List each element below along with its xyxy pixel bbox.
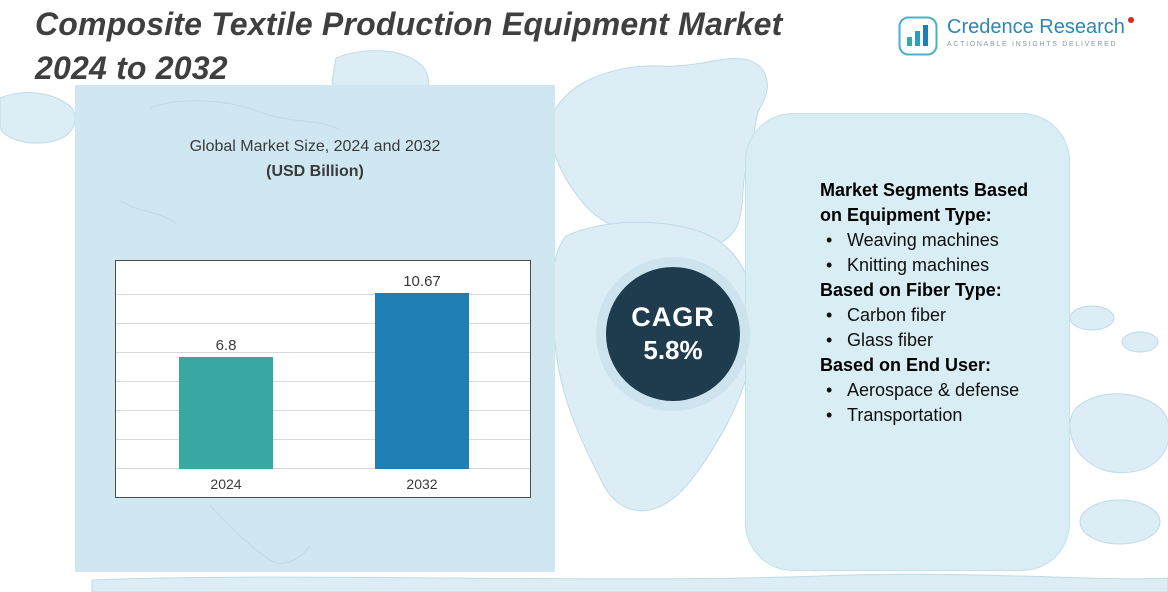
logo-name-text: Credence Research [947, 16, 1125, 38]
map-island-2 [1121, 331, 1159, 353]
bar-chart-logo-icon [898, 16, 938, 56]
segment-section-equipment: Market Segments Based on Equipment Type:… [820, 178, 1035, 278]
bar-chart: 6.8 10.67 2024 2032 [115, 260, 531, 498]
page-title: Composite Textile Production Equipment M… [35, 2, 935, 90]
bar-value-2032: 10.67 [403, 273, 441, 290]
segment-list: Weaving machines Knitting machines [820, 228, 1035, 278]
bar-group-2024: 6.8 [179, 337, 273, 469]
segment-item: Transportation [820, 403, 1035, 428]
logo-text: Credence Research Actionable Insights De… [947, 16, 1134, 48]
bar-value-2024: 6.8 [215, 337, 237, 354]
segment-item: Aerospace & defense [820, 378, 1035, 403]
segment-item: Glass fiber [820, 328, 1035, 353]
segment-section-enduser: Based on End User: Aerospace & defense T… [820, 353, 1035, 428]
chart-title: Global Market Size, 2024 and 2032 (USD B… [105, 138, 525, 181]
chart-title-line-2: (USD Billion) [266, 163, 364, 180]
map-island-3 [1079, 499, 1161, 545]
segment-item: Knitting machines [820, 253, 1035, 278]
segment-heading: Based on End User: [820, 355, 992, 375]
cagr-badge: CAGR 5.8% [606, 267, 740, 401]
axis-label-2032: 2032 [406, 476, 438, 492]
segment-item: Carbon fiber [820, 303, 1035, 328]
bar-2024 [179, 357, 273, 469]
page-title-line-2: 2024 to 2032 [35, 50, 228, 86]
bar-2032 [375, 293, 469, 469]
brand-logo: Credence Research Actionable Insights De… [898, 16, 1134, 56]
segment-list: Aerospace & defense Transportation [820, 378, 1035, 428]
segment-heading: Market Segments Based on Equipment Type: [820, 180, 1029, 225]
segment-list: Carbon fiber Glass fiber [820, 303, 1035, 353]
axis-label-2024: 2024 [210, 476, 242, 492]
map-australia [1069, 393, 1168, 474]
page-title-line-1: Composite Textile Production Equipment M… [35, 6, 783, 42]
map-antarctica [91, 573, 1168, 592]
bar-group-2032: 10.67 [375, 273, 469, 469]
segment-item: Weaving machines [820, 228, 1035, 253]
logo-red-dot-icon [1127, 17, 1134, 23]
cagr-label: CAGR [631, 302, 715, 332]
segment-heading: Based on Fiber Type: [820, 280, 1002, 300]
map-left-landmass [0, 92, 76, 144]
segments-panel: Market Segments Based on Equipment Type:… [745, 113, 1070, 571]
logo-name: Credence Research [947, 16, 1134, 38]
map-island-1 [1069, 305, 1115, 331]
logo-tagline: Actionable Insights Delivered [947, 41, 1118, 48]
cagr-value: 5.8% [643, 335, 703, 365]
segment-section-fiber: Based on Fiber Type: Carbon fiber Glass … [820, 278, 1035, 353]
chart-title-line-1: Global Market Size, 2024 and 2032 [189, 138, 441, 155]
